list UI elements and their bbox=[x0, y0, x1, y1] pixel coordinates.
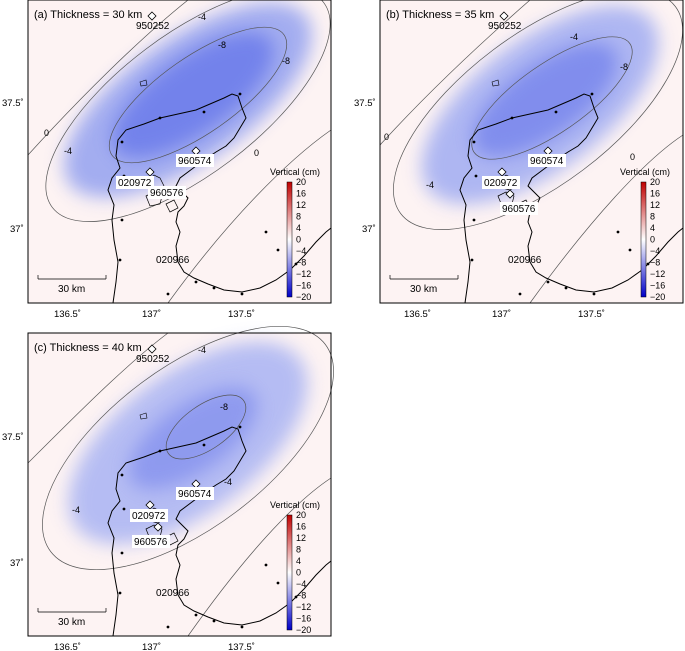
scale-bar-label: 30 km bbox=[58, 617, 85, 628]
station-label: 020972 bbox=[484, 178, 518, 189]
x-tick: 137.5˚ bbox=[228, 309, 255, 320]
station-label: 960576 bbox=[134, 537, 168, 548]
contour-label: 0 bbox=[44, 128, 49, 138]
svg-text:8: 8 bbox=[296, 212, 301, 222]
panel-a: 0 0 -4 -4 -8 -8 (a) Thickness = 30 km 95… bbox=[27, 0, 332, 304]
svg-text:−12: −12 bbox=[296, 269, 311, 279]
svg-text:4: 4 bbox=[650, 223, 655, 233]
svg-text:−8: −8 bbox=[296, 591, 306, 601]
panel-title: (c) Thickness = 40 km bbox=[34, 342, 142, 354]
contour-label: -4 bbox=[198, 345, 206, 355]
panel-c: -4 -4 -4 -8 (c) Thickness = 40 km 950252… bbox=[27, 326, 334, 637]
x-tick: 137˚ bbox=[142, 309, 161, 320]
svg-text:−20: −20 bbox=[296, 625, 311, 635]
x-tick: 137.5˚ bbox=[578, 309, 605, 320]
contour-label: 0 bbox=[630, 152, 635, 162]
contour-label: -8 bbox=[620, 62, 628, 72]
station-label: 960574 bbox=[178, 489, 212, 500]
x-tick: 137˚ bbox=[492, 309, 511, 320]
y-tick: 37.5˚ bbox=[354, 98, 376, 109]
y-tick: 37˚ bbox=[362, 224, 376, 235]
svg-text:20: 20 bbox=[650, 177, 660, 187]
panel-b: 0 0 -4 -4 -8 (b) Thickness = 35 km 95025… bbox=[379, 0, 684, 304]
contour-label: -4 bbox=[224, 477, 232, 487]
station-label: 950252 bbox=[136, 354, 170, 365]
svg-text:0: 0 bbox=[296, 235, 301, 245]
x-tick: 137.5˚ bbox=[228, 642, 255, 651]
svg-text:−16: −16 bbox=[296, 614, 311, 624]
svg-text:20: 20 bbox=[296, 177, 306, 187]
station-label: 020966 bbox=[156, 255, 190, 266]
y-tick: 37˚ bbox=[10, 558, 24, 569]
svg-text:4: 4 bbox=[296, 556, 301, 566]
svg-text:12: 12 bbox=[650, 200, 660, 210]
svg-text:0: 0 bbox=[296, 568, 301, 578]
colorbar-title: Vertical (cm) bbox=[270, 167, 320, 177]
x-tick: 136.5˚ bbox=[54, 309, 81, 320]
y-tick: 37.5˚ bbox=[2, 98, 24, 109]
station-label: 020972 bbox=[118, 178, 152, 189]
svg-text:−16: −16 bbox=[296, 281, 311, 291]
svg-text:−12: −12 bbox=[296, 602, 311, 612]
svg-text:−12: −12 bbox=[650, 269, 665, 279]
station-label: 960574 bbox=[530, 156, 564, 167]
contour-label: -4 bbox=[570, 32, 578, 42]
contour-label: 0 bbox=[384, 132, 389, 142]
x-tick: 136.5˚ bbox=[404, 309, 431, 320]
scale-bar-label: 30 km bbox=[410, 284, 437, 295]
x-tick: 137˚ bbox=[142, 642, 161, 651]
y-tick: 37.5˚ bbox=[2, 432, 24, 443]
contour-label: -8 bbox=[220, 402, 228, 412]
svg-text:−20: −20 bbox=[296, 292, 311, 302]
colorbar-title: Vertical (cm) bbox=[270, 500, 320, 510]
contour-label: 0 bbox=[254, 148, 259, 158]
contour-label: -4 bbox=[198, 12, 206, 22]
station-label: 950252 bbox=[488, 21, 522, 32]
svg-text:16: 16 bbox=[650, 189, 660, 199]
svg-text:0: 0 bbox=[650, 235, 655, 245]
station-label: 960576 bbox=[150, 188, 184, 199]
svg-text:16: 16 bbox=[296, 522, 306, 532]
svg-text:−8: −8 bbox=[296, 258, 306, 268]
y-tick: 37˚ bbox=[10, 224, 24, 235]
svg-text:16: 16 bbox=[296, 189, 306, 199]
svg-text:8: 8 bbox=[296, 545, 301, 555]
contour-label: -4 bbox=[426, 180, 434, 190]
scale-bar-label: 30 km bbox=[58, 284, 85, 295]
colorbar-title: Vertical (cm) bbox=[620, 167, 670, 177]
svg-text:12: 12 bbox=[296, 200, 306, 210]
station-label: 020966 bbox=[508, 255, 542, 266]
svg-text:−8: −8 bbox=[650, 258, 660, 268]
svg-text:−16: −16 bbox=[650, 281, 665, 291]
svg-text:20: 20 bbox=[296, 510, 306, 520]
contour-label: -8 bbox=[218, 40, 226, 50]
contour-label: -4 bbox=[72, 505, 80, 515]
station-label: 020972 bbox=[132, 511, 166, 522]
panel-title: (a) Thickness = 30 km bbox=[34, 9, 142, 21]
panel-title: (b) Thickness = 35 km bbox=[386, 9, 494, 21]
svg-text:12: 12 bbox=[296, 533, 306, 543]
svg-text:8: 8 bbox=[650, 212, 655, 222]
svg-text:−4: −4 bbox=[650, 246, 660, 256]
contour-label: -4 bbox=[64, 146, 72, 156]
svg-text:−4: −4 bbox=[296, 579, 306, 589]
svg-text:−20: −20 bbox=[650, 292, 665, 302]
station-label: 950252 bbox=[136, 21, 170, 32]
station-label: 960574 bbox=[178, 156, 212, 167]
contour-label: -8 bbox=[282, 56, 290, 66]
station-label: 960576 bbox=[502, 204, 536, 215]
station-label: 020966 bbox=[156, 588, 190, 599]
svg-text:4: 4 bbox=[296, 223, 301, 233]
x-tick: 136.5˚ bbox=[54, 642, 81, 651]
svg-text:−4: −4 bbox=[296, 246, 306, 256]
